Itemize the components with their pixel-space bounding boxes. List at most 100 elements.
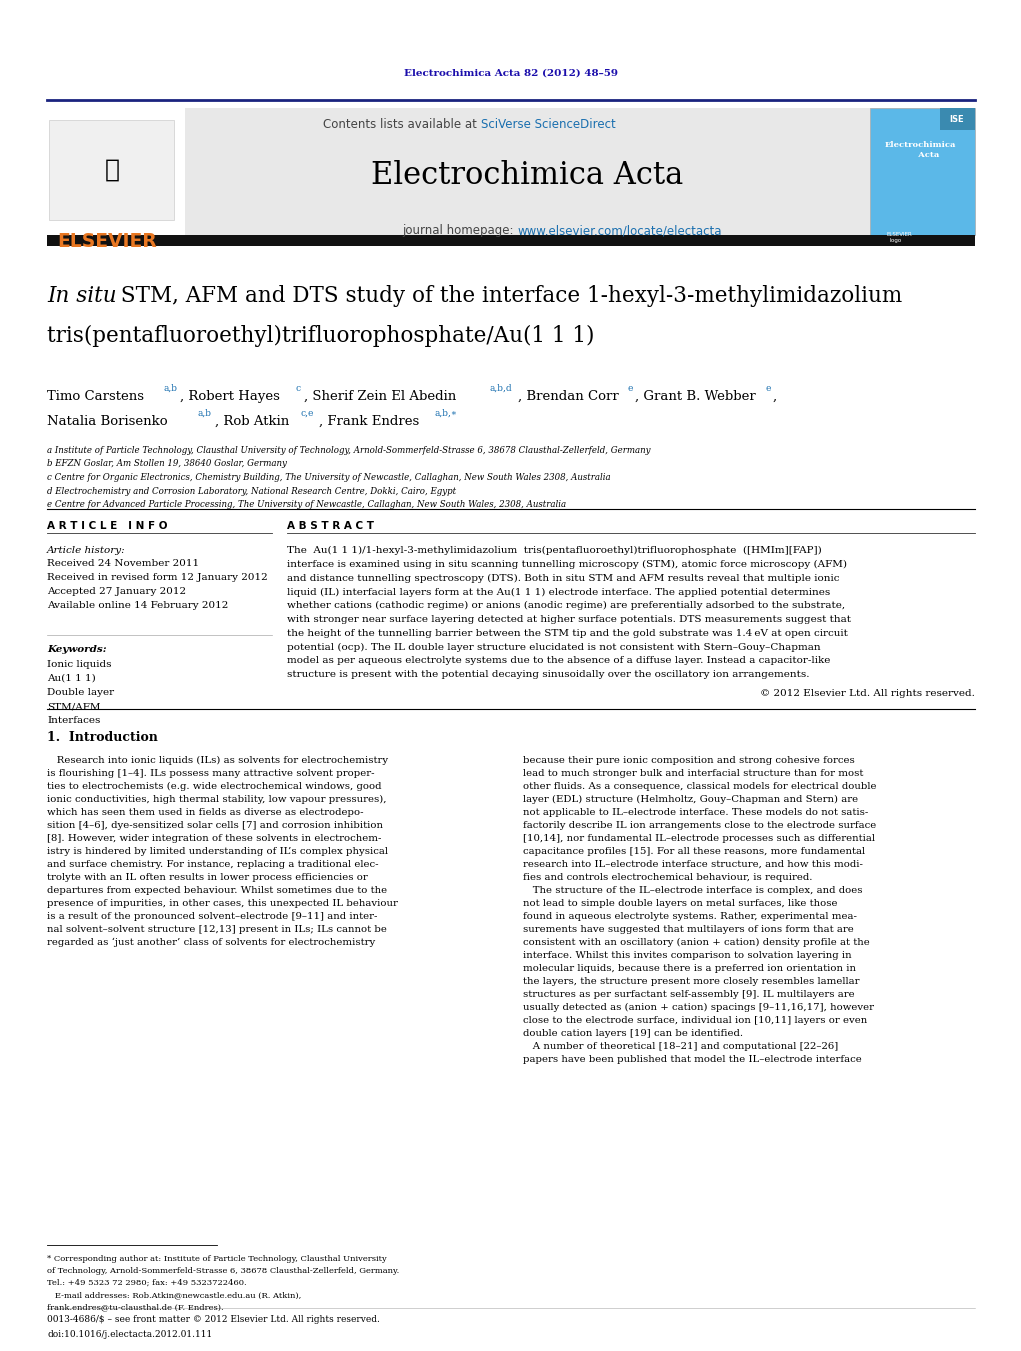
Text: a,b: a,b (163, 384, 177, 393)
Text: Available online 14 February 2012: Available online 14 February 2012 (47, 601, 229, 611)
Text: sition [4–6], dye-sensitized solar cells [7] and corrosion inhibition: sition [4–6], dye-sensitized solar cells… (47, 821, 383, 830)
Text: © 2012 Elsevier Ltd. All rights reserved.: © 2012 Elsevier Ltd. All rights reserved… (760, 689, 975, 698)
Text: ties to electrochemists (e.g. wide electrochemical windows, good: ties to electrochemists (e.g. wide elect… (47, 782, 382, 792)
Text: fies and controls electrochemical behaviour, is required.: fies and controls electrochemical behavi… (523, 873, 813, 882)
Text: Received 24 November 2011: Received 24 November 2011 (47, 559, 199, 567)
Text: and surface chemistry. For instance, replacing a traditional elec-: and surface chemistry. For instance, rep… (47, 861, 379, 869)
Text: found in aqueous electrolyte systems. Rather, experimental mea-: found in aqueous electrolyte systems. Ra… (523, 912, 857, 921)
Text: Electrochimica
      Acta: Electrochimica Acta (884, 142, 956, 158)
Text: Accepted 27 January 2012: Accepted 27 January 2012 (47, 586, 186, 596)
Text: , Frank Endres: , Frank Endres (319, 415, 420, 428)
Text: the height of the tunnelling barrier between the STM tip and the gold substrate : the height of the tunnelling barrier bet… (287, 628, 847, 638)
Text: * Corresponding author at: Institute of Particle Technology, Clausthal Universit: * Corresponding author at: Institute of … (47, 1255, 387, 1263)
Text: of Technology, Arnold-Sommerfeld-Strasse 6, 38678 Clausthal-Zellerfeld, Germany.: of Technology, Arnold-Sommerfeld-Strasse… (47, 1267, 399, 1275)
Text: Double layer: Double layer (47, 688, 114, 697)
Text: istry is hindered by limited understanding of IL’s complex physical: istry is hindered by limited understandi… (47, 847, 388, 857)
Text: ionic conductivities, high thermal stability, low vapour pressures),: ionic conductivities, high thermal stabi… (47, 794, 387, 804)
Text: The  Au(1 1 1)/1-hexyl-3-methylimidazolium  tris(pentafluoroethyl)trifluorophosp: The Au(1 1 1)/1-hexyl-3-methylimidazoliu… (287, 546, 822, 555)
Text: a Institute of Particle Technology, Clausthal University of Technology, Arnold-S: a Institute of Particle Technology, Clau… (47, 446, 650, 455)
Text: regarded as ‘just another’ class of solvents for electrochemistry: regarded as ‘just another’ class of solv… (47, 938, 376, 947)
Text: c Centre for Organic Electronics, Chemistry Building, The University of Newcastl: c Centre for Organic Electronics, Chemis… (47, 473, 611, 482)
Text: presence of impurities, in other cases, this unexpected IL behaviour: presence of impurities, in other cases, … (47, 898, 398, 908)
Text: Electrochimica Acta: Electrochimica Acta (372, 159, 684, 190)
Text: Interfaces: Interfaces (47, 716, 100, 725)
Text: e Centre for Advanced Particle Processing, The University of Newcastle, Callagha: e Centre for Advanced Particle Processin… (47, 500, 566, 509)
Text: consistent with an oscillatory (anion + cation) density profile at the: consistent with an oscillatory (anion + … (523, 938, 870, 947)
Text: molecular liquids, because there is a preferred ion orientation in: molecular liquids, because there is a pr… (523, 965, 856, 973)
Text: ,: , (773, 390, 777, 403)
Text: Tel.: +49 5323 72 2980; fax: +49 5323722460.: Tel.: +49 5323 72 2980; fax: +49 5323722… (47, 1279, 247, 1288)
Text: not lead to simple double layers on metal surfaces, like those: not lead to simple double layers on meta… (523, 898, 837, 908)
Text: a,b: a,b (197, 409, 211, 417)
Bar (47, 108, 185, 235)
Text: papers have been published that model the IL–electrode interface: papers have been published that model th… (523, 1055, 862, 1065)
Text: In situ: In situ (47, 285, 116, 307)
Text: model as per aqueous electrolyte systems due to the absence of a diffuse layer. : model as per aqueous electrolyte systems… (287, 657, 830, 666)
Text: doi:10.1016/j.electacta.2012.01.111: doi:10.1016/j.electacta.2012.01.111 (47, 1329, 212, 1339)
Text: not applicable to IL–electrode interface. These models do not satis-: not applicable to IL–electrode interface… (523, 808, 868, 817)
Text: ISE: ISE (950, 115, 964, 123)
Text: frank.endres@tu-clausthal.de (F. Endres).: frank.endres@tu-clausthal.de (F. Endres)… (47, 1302, 224, 1310)
Text: is a result of the pronounced solvent–electrode [9–11] and inter-: is a result of the pronounced solvent–el… (47, 912, 378, 921)
Text: is flourishing [1–4]. ILs possess many attractive solvent proper-: is flourishing [1–4]. ILs possess many a… (47, 769, 375, 778)
Text: nal solvent–solvent structure [12,13] present in ILs; ILs cannot be: nal solvent–solvent structure [12,13] pr… (47, 925, 387, 934)
Text: a,b,∗: a,b,∗ (434, 409, 457, 417)
Text: Natalia Borisenko: Natalia Borisenko (47, 415, 167, 428)
Text: capacitance profiles [15]. For all these reasons, more fundamental: capacitance profiles [15]. For all these… (523, 847, 865, 857)
Text: , Brendan Corr: , Brendan Corr (518, 390, 619, 403)
Text: trolyte with an IL often results in lower process efficiencies or: trolyte with an IL often results in lowe… (47, 873, 368, 882)
Text: [10,14], nor fundamental IL–electrode processes such as differential: [10,14], nor fundamental IL–electrode pr… (523, 834, 875, 843)
Text: e: e (627, 384, 632, 393)
Text: with stronger near surface layering detected at higher surface potentials. DTS m: with stronger near surface layering dete… (287, 615, 850, 624)
Text: which has seen them used in fields as diverse as electrodepo-: which has seen them used in fields as di… (47, 808, 363, 817)
Bar (49, 120, 174, 220)
Text: other fluids. As a consequence, classical models for electrical double: other fluids. As a consequence, classica… (523, 782, 876, 790)
Text: Contents lists available at: Contents lists available at (323, 118, 481, 131)
Text: layer (EDL) structure (Helmholtz, Gouy–Chapman and Stern) are: layer (EDL) structure (Helmholtz, Gouy–C… (523, 794, 858, 804)
Text: ELSEVIER
  logo: ELSEVIER logo (886, 232, 912, 243)
Text: structure is present with the potential decaying sinusoidally over the oscillato: structure is present with the potential … (287, 670, 810, 680)
Text: E-mail addresses: Rob.Atkin@newcastle.edu.au (R. Atkin),: E-mail addresses: Rob.Atkin@newcastle.ed… (47, 1292, 301, 1300)
Text: , Rob Atkin: , Rob Atkin (215, 415, 289, 428)
Text: ELSEVIER: ELSEVIER (57, 232, 157, 251)
Text: A B S T R A C T: A B S T R A C T (287, 521, 374, 531)
Text: potential (ocp). The IL double layer structure elucidated is not consistent with: potential (ocp). The IL double layer str… (287, 643, 821, 651)
Text: structures as per surfactant self-assembly [9]. IL multilayers are: structures as per surfactant self-assemb… (523, 990, 855, 998)
Bar (940, 108, 975, 130)
Text: Electrochimica Acta 82 (2012) 48–59: Electrochimica Acta 82 (2012) 48–59 (403, 69, 618, 77)
Text: The structure of the IL–electrode interface is complex, and does: The structure of the IL–electrode interf… (523, 886, 863, 894)
Text: Research into ionic liquids (ILs) as solvents for electrochemistry: Research into ionic liquids (ILs) as sol… (47, 757, 388, 765)
Text: research into IL–electrode interface structure, and how this modi-: research into IL–electrode interface str… (523, 861, 863, 869)
Text: c: c (295, 384, 300, 393)
Text: the layers, the structure present more closely resembles lamellar: the layers, the structure present more c… (523, 977, 860, 986)
Bar (47, 108, 975, 235)
Text: Article history:: Article history: (47, 546, 126, 555)
Text: close to the electrode surface, individual ion [10,11] layers or even: close to the electrode surface, individu… (523, 1016, 867, 1025)
Text: e: e (765, 384, 771, 393)
Text: surements have suggested that multilayers of ions form that are: surements have suggested that multilayer… (523, 925, 854, 934)
Text: departures from expected behaviour. Whilst sometimes due to the: departures from expected behaviour. Whil… (47, 886, 387, 894)
Text: Received in revised form 12 January 2012: Received in revised form 12 January 2012 (47, 573, 268, 582)
Text: , Robert Hayes: , Robert Hayes (180, 390, 280, 403)
Text: Au(1 1 1): Au(1 1 1) (47, 674, 96, 684)
Text: factorily describe IL ion arrangements close to the electrode surface: factorily describe IL ion arrangements c… (523, 821, 876, 830)
Text: A number of theoretical [18–21] and computational [22–26]: A number of theoretical [18–21] and comp… (523, 1042, 838, 1051)
Text: b EFZN Goslar, Am Stollen 19, 38640 Goslar, Germany: b EFZN Goslar, Am Stollen 19, 38640 Gosl… (47, 459, 287, 469)
Text: , Sherif Zein El Abedin: , Sherif Zein El Abedin (304, 390, 456, 403)
Text: 🌿: 🌿 (104, 158, 119, 182)
Text: , Grant B. Webber: , Grant B. Webber (635, 390, 756, 403)
Text: interface is examined using in situ scanning tunnelling microscopy (STM), atomic: interface is examined using in situ scan… (287, 559, 847, 569)
Text: because their pure ionic composition and strong cohesive forces: because their pure ionic composition and… (523, 757, 855, 765)
Text: journal homepage:: journal homepage: (402, 224, 518, 236)
Text: SciVerse ScienceDirect: SciVerse ScienceDirect (481, 118, 616, 131)
Text: Keywords:: Keywords: (47, 644, 106, 654)
Text: a,b,d: a,b,d (489, 384, 512, 393)
Bar (47, 235, 975, 246)
Text: d Electrochemistry and Corrosion Laboratory, National Research Centre, Dokki, Ca: d Electrochemistry and Corrosion Laborat… (47, 486, 456, 496)
Text: interface. Whilst this invites comparison to solvation layering in: interface. Whilst this invites compariso… (523, 951, 852, 961)
Text: STM/AFM: STM/AFM (47, 703, 100, 711)
Text: A R T I C L E   I N F O: A R T I C L E I N F O (47, 521, 167, 531)
Text: www.elsevier.com/locate/electacta: www.elsevier.com/locate/electacta (518, 224, 722, 236)
Text: c,e: c,e (300, 409, 313, 417)
Text: whether cations (cathodic regime) or anions (anodic regime) are preferentially a: whether cations (cathodic regime) or ani… (287, 601, 845, 611)
